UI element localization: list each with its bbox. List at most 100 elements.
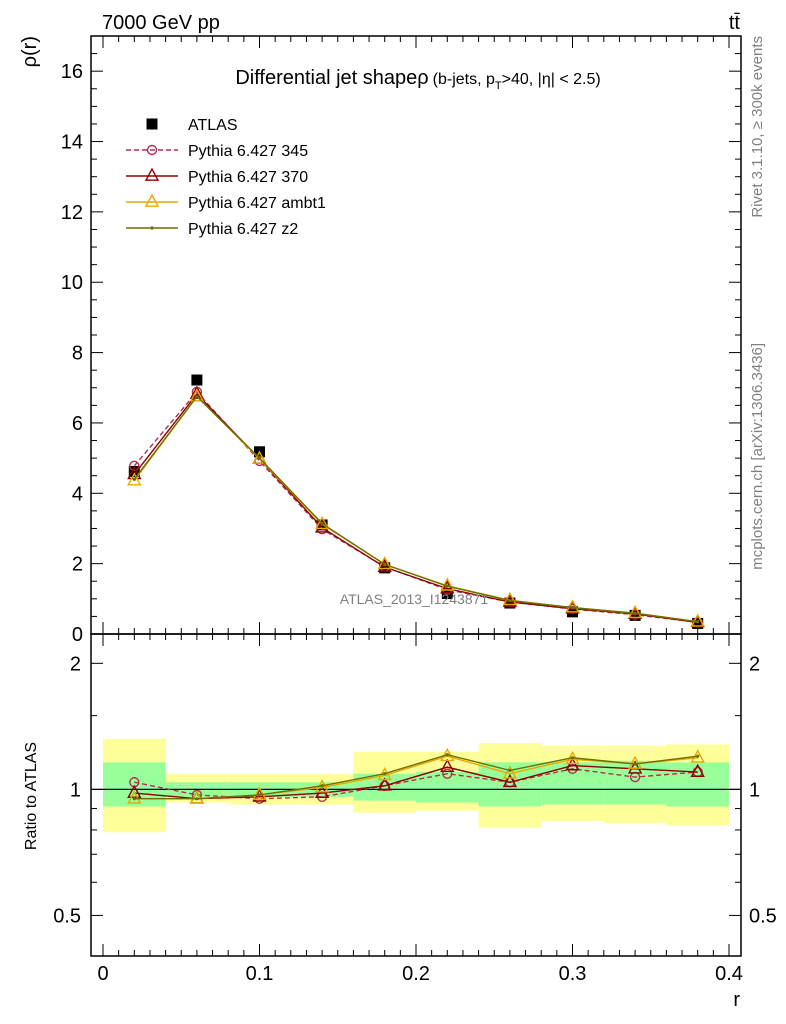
ratio-point-1-9 xyxy=(690,763,705,777)
main-title-text: Differential jet shapeρ xyxy=(235,67,428,89)
analysis-watermark: ATLAS_2013_I1243871 xyxy=(340,591,489,607)
main-point-3-0 xyxy=(127,472,142,486)
ratio-panel: 0 0.1 0.2 0.3 0.4 0.5 0.5 1 1 2 2 Ratio to ATLAS r xyxy=(23,633,777,1011)
main-point-1-0 xyxy=(129,460,140,472)
main-y-tick-label: 8 xyxy=(72,343,83,365)
ratio-y-tick-label: 0.5 xyxy=(53,905,81,927)
ratio-point-3-4 xyxy=(383,772,387,776)
main-point-3-8 xyxy=(627,604,643,619)
main-y-axis-label: ρ(r) xyxy=(19,36,41,67)
main-point-3-9 xyxy=(690,613,705,627)
legend-marker-2 xyxy=(144,167,160,181)
ratio-point-0-7 xyxy=(567,763,578,774)
legend-label-0: ATLAS xyxy=(188,117,238,134)
main-point-3-1 xyxy=(189,388,205,402)
ratio-point-2-2 xyxy=(252,786,267,800)
ratio-series-line-1 xyxy=(134,764,698,800)
main-y-tick-label: 4 xyxy=(72,483,83,505)
energy-label: 7000 GeV pp xyxy=(102,12,220,34)
stat-uncertainty-band xyxy=(666,762,729,807)
ratio-point-1-6 xyxy=(502,773,518,788)
main-point-4-4 xyxy=(383,562,387,566)
ratio-point-1-7 xyxy=(565,757,580,771)
main-title: Differential jet shapeρ (b-jets, pT>40, |… xyxy=(235,67,600,92)
legend-marker-3 xyxy=(144,193,160,207)
legend-marker-1 xyxy=(146,144,158,156)
rivet-version-label: Rivet 3.1.10, ≥ 300k events xyxy=(749,36,766,218)
main-y-tick-label: 14 xyxy=(61,132,83,154)
main-y-tick-label: 12 xyxy=(61,202,83,224)
x-tick-label: 0.3 xyxy=(559,963,587,985)
main-point-3-2 xyxy=(252,450,267,464)
ratio-point-2-8 xyxy=(627,755,643,769)
main-y-tick-label: 6 xyxy=(72,413,83,435)
ratio-y-tick-label-right: 1 xyxy=(749,779,760,801)
ratio-point-3-6 xyxy=(508,768,512,772)
process-label: tt̄ xyxy=(729,12,741,34)
ratio-y-tick-label: 2 xyxy=(70,653,81,675)
ratio-point-3-2 xyxy=(257,793,262,797)
x-tick-label: 0.2 xyxy=(402,963,430,985)
ratio-point-1-5 xyxy=(440,758,455,773)
ratio-y-tick-label-right: 0.5 xyxy=(749,905,777,927)
ratio-point-3-8 xyxy=(633,762,637,766)
main-title-subscript: T xyxy=(495,80,502,92)
main-series-line-4 xyxy=(133,395,698,623)
x-axis-label: r xyxy=(733,989,740,1011)
ratio-point-2-1 xyxy=(189,790,205,804)
ratio-y-tick-label-right: 2 xyxy=(749,653,760,675)
ratio-point-3-1 xyxy=(195,797,199,801)
main-point-0-6 xyxy=(504,597,516,609)
main-point-3-6 xyxy=(502,591,518,606)
main-point-4-8 xyxy=(633,611,637,615)
main-series-line-3 xyxy=(133,395,698,623)
ratio-point-3-5 xyxy=(445,753,449,757)
x-tick-label: 0 xyxy=(97,963,108,985)
main-point-4-1 xyxy=(195,394,199,399)
legend-marker-0 xyxy=(146,118,158,130)
main-point-0-0 xyxy=(128,465,140,477)
main-point-3-3 xyxy=(314,515,330,530)
main-point-0-9 xyxy=(692,617,704,629)
main-y-tick-label: 16 xyxy=(61,61,83,83)
main-y-tick-label: 2 xyxy=(72,554,83,576)
main-point-4-6 xyxy=(508,598,512,603)
legend-label-3: Pythia 6.427 ambt1 xyxy=(188,195,326,212)
ratio-y-tick-label: 1 xyxy=(70,779,81,801)
x-tick-label: 0.1 xyxy=(246,963,274,985)
ratio-y-axis-label: Ratio to ATLAS xyxy=(23,742,40,850)
ratio-series-line-3 xyxy=(134,753,698,800)
main-title-suffix-end: >40, |η| < 2.5) xyxy=(502,71,601,88)
main-title-suffix: (b-jets, p xyxy=(433,71,495,88)
ratio-point-3-9 xyxy=(696,754,700,758)
legend-label-1: Pythia 6.427 345 xyxy=(188,143,308,160)
legend-label-4: Pythia 6.427 z2 xyxy=(188,221,298,238)
main-y-tick-label: 0 xyxy=(72,624,83,646)
main-point-4-5 xyxy=(445,584,449,588)
ratio-point-3-0 xyxy=(132,797,136,801)
ratio-point-3-7 xyxy=(570,756,575,760)
main-point-4-3 xyxy=(320,521,324,526)
ratio-point-2-6 xyxy=(502,765,518,779)
legend-label-2: Pythia 6.427 370 xyxy=(188,169,308,186)
ratio-point-2-0 xyxy=(127,790,142,804)
legend-marker-4 xyxy=(150,226,154,230)
ratio-point-1-8 xyxy=(627,760,643,774)
ratio-series-line-0 xyxy=(134,768,698,800)
main-point-4-7 xyxy=(570,606,575,610)
ratio-point-1-4 xyxy=(377,777,392,791)
main-point-4-2 xyxy=(257,456,262,460)
legend: ATLAS Pythia 6.427 345 Pythia 6.427 370 Pyt… xyxy=(126,117,326,238)
main-series-line-2 xyxy=(133,393,698,624)
main-point-4-9 xyxy=(696,620,700,624)
main-series-line-1 xyxy=(133,390,698,624)
main-point-3-7 xyxy=(565,599,580,613)
main-point-0-1 xyxy=(191,374,203,386)
main-point-2-1 xyxy=(189,385,205,399)
main-point-4-0 xyxy=(132,477,136,481)
main-y-tick-label: 10 xyxy=(61,272,83,294)
ratio-point-3-3 xyxy=(320,784,324,788)
ratio-point-0-5 xyxy=(442,768,453,779)
mcplots-label: mcplots.cern.ch [arXiv:1306.3436] xyxy=(749,343,766,570)
